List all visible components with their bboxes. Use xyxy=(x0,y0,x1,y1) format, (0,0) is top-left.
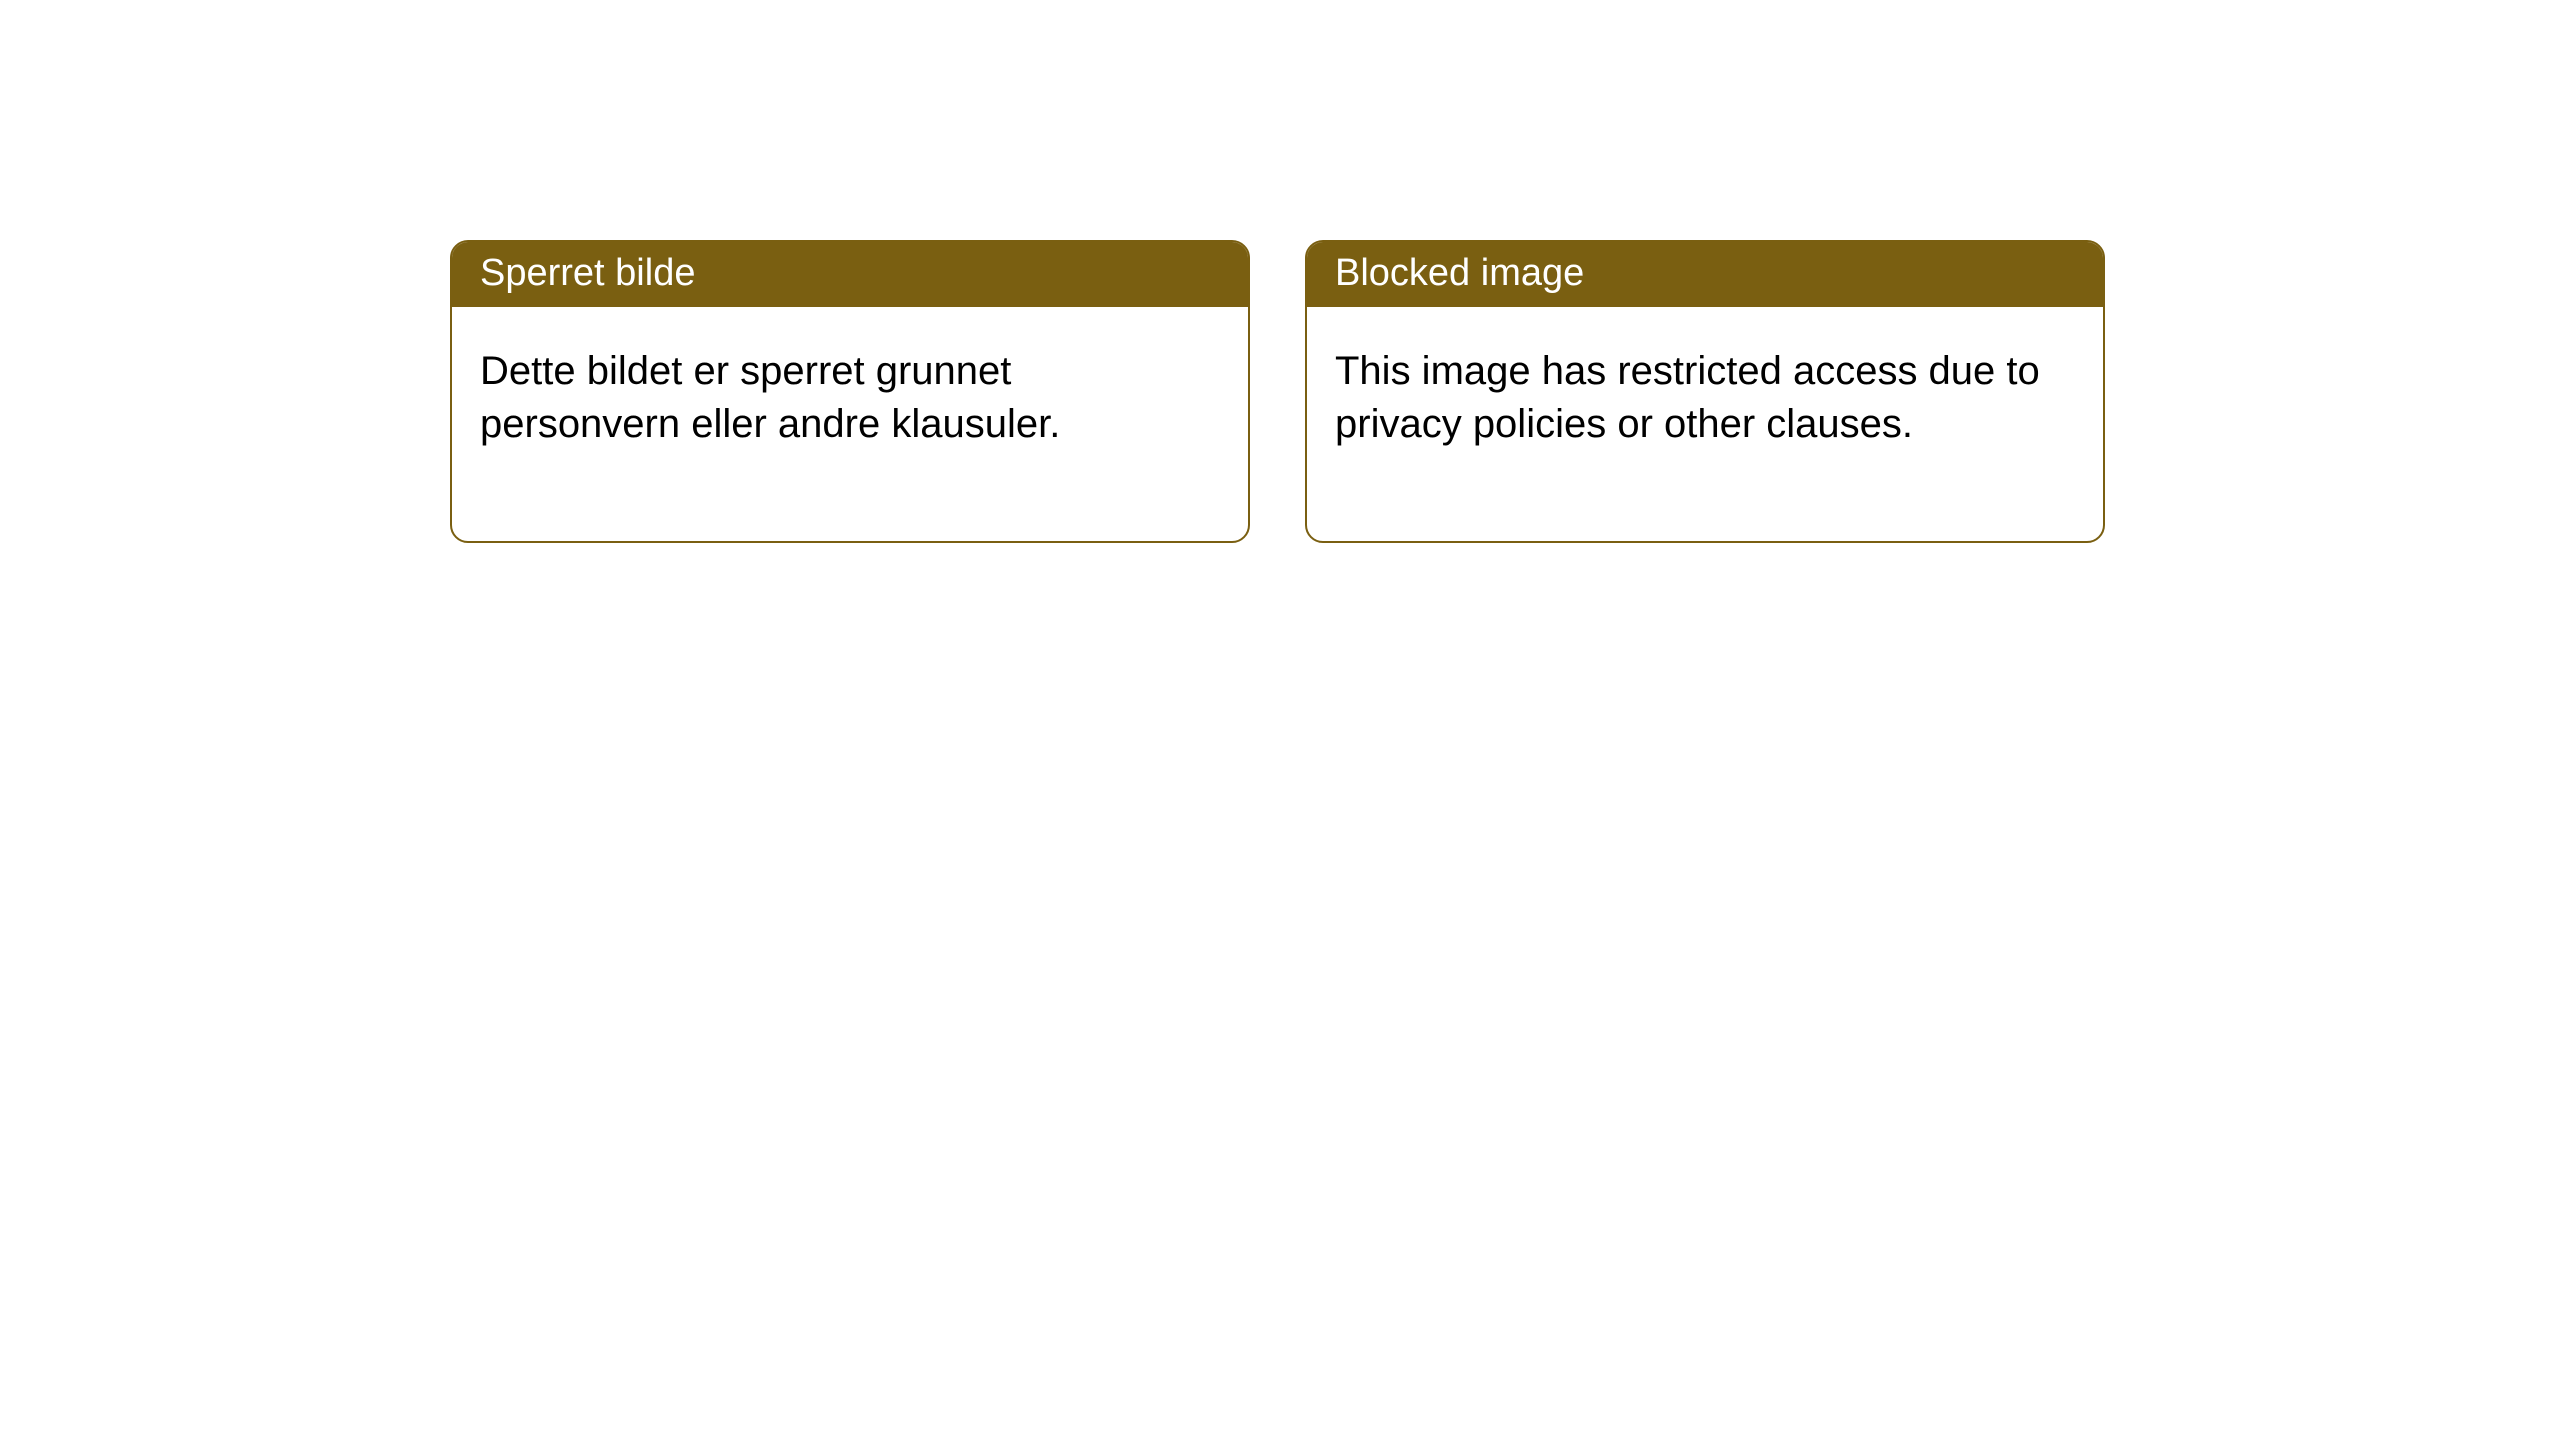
card-header: Sperret bilde xyxy=(452,242,1248,307)
card-body: This image has restricted access due to … xyxy=(1307,307,2103,541)
card-header: Blocked image xyxy=(1307,242,2103,307)
card-body: Dette bildet er sperret grunnet personve… xyxy=(452,307,1248,541)
card-title: Blocked image xyxy=(1335,252,1584,294)
notice-cards-container: Sperret bilde Dette bildet er sperret gr… xyxy=(450,240,2105,543)
notice-card-english: Blocked image This image has restricted … xyxy=(1305,240,2105,543)
card-body-text: This image has restricted access due to … xyxy=(1335,349,2040,446)
card-title: Sperret bilde xyxy=(480,252,695,294)
card-body-text: Dette bildet er sperret grunnet personve… xyxy=(480,349,1060,446)
notice-card-norwegian: Sperret bilde Dette bildet er sperret gr… xyxy=(450,240,1250,543)
